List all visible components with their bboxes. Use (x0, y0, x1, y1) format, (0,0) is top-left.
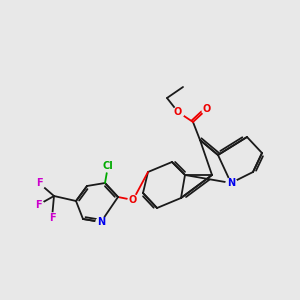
Text: F: F (35, 200, 41, 210)
Text: O: O (174, 107, 182, 117)
Text: O: O (129, 195, 137, 205)
Text: N: N (227, 178, 235, 188)
Text: Cl: Cl (103, 161, 113, 171)
Text: O: O (203, 104, 211, 114)
Text: N: N (97, 217, 105, 227)
Text: F: F (36, 178, 42, 188)
Text: F: F (49, 213, 55, 223)
